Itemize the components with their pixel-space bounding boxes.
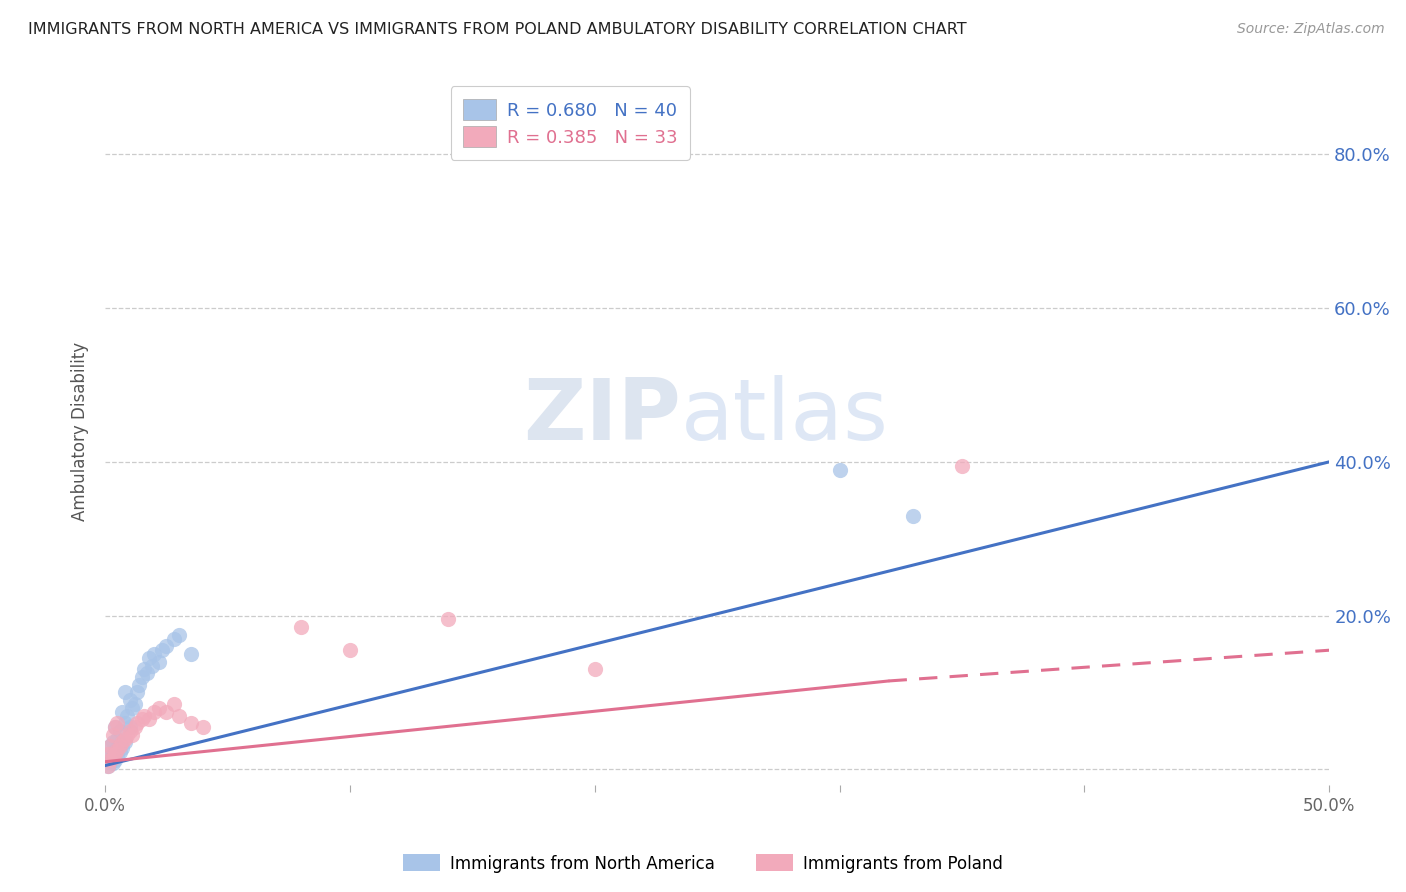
Point	[98, 739, 121, 754]
Point	[150, 643, 173, 657]
Point	[114, 716, 136, 731]
Point	[118, 720, 141, 734]
Point	[141, 658, 163, 673]
Point	[111, 740, 134, 755]
Point	[104, 753, 127, 767]
Point	[101, 747, 124, 761]
Point	[98, 753, 121, 767]
Point	[148, 701, 170, 715]
Point	[163, 632, 186, 646]
Point	[121, 728, 143, 742]
Point	[191, 720, 214, 734]
Point	[98, 755, 121, 769]
Point	[107, 731, 129, 746]
Point	[155, 705, 177, 719]
Y-axis label: Ambulatory Disability: Ambulatory Disability	[72, 342, 89, 521]
Point	[107, 743, 129, 757]
Point	[290, 620, 312, 634]
Point	[167, 628, 190, 642]
Point	[104, 743, 127, 757]
Point	[124, 720, 146, 734]
Point	[111, 735, 134, 749]
Point	[339, 643, 361, 657]
Point	[107, 748, 129, 763]
Point	[117, 708, 139, 723]
Point	[108, 746, 131, 760]
Point	[97, 751, 120, 765]
Point	[114, 731, 136, 746]
Point	[107, 716, 129, 731]
Point	[111, 705, 134, 719]
Point	[167, 708, 190, 723]
Point	[97, 758, 120, 772]
Point	[121, 701, 143, 715]
Point	[437, 612, 460, 626]
Point	[97, 758, 120, 772]
Point	[101, 728, 124, 742]
Point	[118, 693, 141, 707]
Point	[98, 739, 121, 754]
Point	[583, 662, 606, 676]
Point	[901, 508, 924, 523]
Point	[180, 647, 202, 661]
Point	[101, 756, 124, 771]
Point	[114, 735, 136, 749]
Text: ZIP: ZIP	[523, 376, 681, 458]
Point	[124, 697, 146, 711]
Legend: R = 0.680   N = 40, R = 0.385   N = 33: R = 0.680 N = 40, R = 0.385 N = 33	[451, 87, 690, 160]
Point	[125, 716, 148, 731]
Text: Source: ZipAtlas.com: Source: ZipAtlas.com	[1237, 22, 1385, 37]
Point	[180, 716, 202, 731]
Point	[143, 647, 166, 661]
Point	[134, 708, 156, 723]
Point	[131, 670, 153, 684]
Point	[138, 651, 160, 665]
Point	[101, 735, 124, 749]
Point	[828, 462, 851, 476]
Point	[97, 747, 120, 761]
Point	[138, 713, 160, 727]
Point	[131, 713, 153, 727]
Point	[135, 666, 157, 681]
Text: IMMIGRANTS FROM NORTH AMERICA VS IMMIGRANTS FROM POLAND AMBULATORY DISABILITY CO: IMMIGRANTS FROM NORTH AMERICA VS IMMIGRA…	[28, 22, 967, 37]
Point	[117, 728, 139, 742]
Point	[155, 640, 177, 654]
Point	[108, 739, 131, 754]
Point	[101, 751, 124, 765]
Point	[148, 655, 170, 669]
Legend: Immigrants from North America, Immigrants from Poland: Immigrants from North America, Immigrant…	[396, 847, 1010, 880]
Point	[134, 662, 156, 676]
Point	[143, 705, 166, 719]
Point	[104, 747, 127, 761]
Point	[114, 685, 136, 699]
Point	[950, 458, 973, 473]
Text: atlas: atlas	[681, 376, 889, 458]
Point	[163, 697, 186, 711]
Point	[118, 723, 141, 738]
Point	[125, 685, 148, 699]
Point	[104, 720, 127, 734]
Point	[104, 720, 127, 734]
Point	[128, 678, 150, 692]
Point	[108, 723, 131, 738]
